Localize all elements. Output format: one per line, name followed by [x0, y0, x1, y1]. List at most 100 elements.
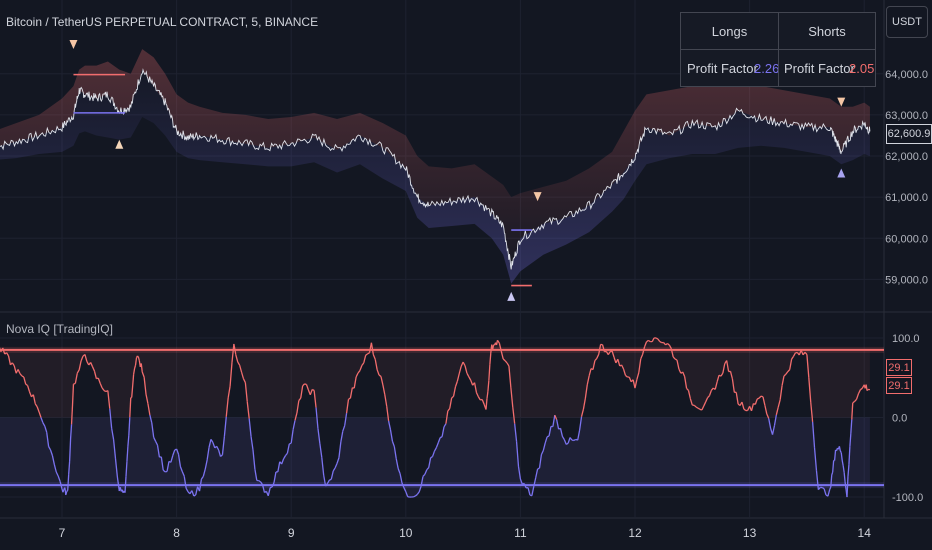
- osc-line-segment: [636, 372, 640, 380]
- osc-line-segment: [376, 369, 380, 376]
- osc-line-segment: [267, 487, 271, 496]
- osc-line-segment: [111, 428, 115, 440]
- osc-line-segment: [277, 461, 281, 473]
- osc-line-segment: [191, 490, 195, 497]
- osc-line-segment: [71, 384, 75, 406]
- osc-line-segment: [584, 384, 588, 399]
- osc-line-segment: [586, 375, 590, 386]
- osc-line-segment: [857, 389, 861, 394]
- osc-line-segment: [185, 488, 189, 493]
- osc-line-segment: [831, 471, 834, 476]
- osc-line-segment: [78, 360, 82, 370]
- osc-line-segment: [775, 407, 779, 416]
- osc-line-segment: [726, 360, 730, 372]
- osc-line-segment: [710, 387, 714, 391]
- osc-line-segment: [202, 468, 206, 477]
- osc-line-segment: [663, 342, 667, 346]
- osc-line-segment: [485, 398, 488, 410]
- osc-line-segment: [563, 439, 567, 445]
- osc-line-segment: [405, 491, 409, 497]
- osc-line-segment: [172, 449, 176, 456]
- osc-line-segment: [851, 402, 854, 420]
- osc-line-segment: [46, 432, 50, 447]
- osc-line-segment: [114, 458, 119, 478]
- osc-line-segment: [766, 413, 770, 419]
- osc-line-segment: [811, 421, 816, 448]
- osc-line-segment: [458, 366, 462, 374]
- osc-line-segment: [319, 443, 323, 458]
- osc-line-segment: [640, 354, 644, 360]
- osc-line-segment: [248, 418, 252, 437]
- osc-line-segment: [286, 443, 290, 454]
- osc-line-segment: [735, 392, 739, 405]
- osc-line-segment: [326, 479, 330, 484]
- osc-value-label-1: 29.1: [886, 359, 912, 376]
- osc-line-segment: [487, 380, 490, 392]
- osc-line-segment: [391, 441, 395, 447]
- osc-line-segment: [699, 408, 703, 411]
- table-divider: [778, 50, 779, 86]
- osc-line-segment: [23, 376, 27, 385]
- osc-line-segment: [359, 365, 363, 371]
- osc-line-segment: [838, 446, 841, 451]
- osc-line-segment: [424, 469, 428, 475]
- time-tick-label: 12: [628, 526, 642, 540]
- osc-line-segment: [504, 360, 508, 364]
- longs-pf-value: 2.26: [754, 60, 780, 76]
- osc-line-segment: [488, 364, 491, 381]
- osc-line-segment: [216, 445, 220, 451]
- time-tick-label: 13: [743, 526, 757, 540]
- osc-value-label-2: 29.1: [886, 377, 912, 394]
- osc-line-segment: [68, 460, 71, 475]
- osc-line-segment: [195, 486, 199, 496]
- osc-line-segment: [298, 397, 302, 401]
- osc-line-segment: [506, 362, 510, 367]
- osc-line-segment: [69, 424, 73, 439]
- osc-line-segment: [384, 394, 388, 407]
- shorts-pf-value: 2.05: [849, 60, 875, 76]
- currency-button[interactable]: USDT: [886, 6, 928, 38]
- osc-line-segment: [254, 469, 258, 481]
- osc-line-segment: [378, 374, 382, 377]
- osc-line-segment: [296, 400, 300, 414]
- osc-line-segment: [548, 426, 552, 437]
- osc-line-segment: [380, 376, 384, 386]
- osc-line-segment: [648, 339, 651, 343]
- time-tick-label: 8: [173, 526, 180, 540]
- osc-line-segment: [720, 372, 724, 377]
- osc-line-segment: [53, 464, 57, 473]
- osc-line-segment: [93, 371, 98, 379]
- osc-line-segment: [567, 437, 571, 444]
- osc-line-segment: [126, 446, 129, 462]
- upper-band-fill: [0, 49, 870, 268]
- osc-line-segment: [613, 356, 617, 364]
- osc-line-segment: [292, 420, 296, 430]
- indicator-title[interactable]: Nova IQ [TradingIQ]: [6, 322, 113, 336]
- osc-line-segment: [449, 397, 453, 409]
- osc-line-segment: [357, 370, 361, 374]
- osc-line-segment: [703, 401, 707, 407]
- osc-line-segment: [777, 399, 781, 408]
- osc-line-segment: [413, 495, 416, 498]
- osc-line-segment: [284, 452, 288, 457]
- osc-line-segment: [91, 366, 96, 372]
- short-signal-marker: [69, 40, 78, 49]
- osc-line-segment: [374, 359, 378, 370]
- osc-line-segment: [90, 362, 94, 368]
- osc-line-segment: [156, 445, 161, 458]
- osc-line-segment: [722, 363, 726, 374]
- osc-line-segment: [445, 410, 449, 424]
- osc-line-segment: [462, 361, 466, 367]
- osc-line-segment: [846, 476, 849, 498]
- osc-line-segment: [771, 425, 776, 435]
- osc-line-segment: [470, 380, 474, 386]
- osc-line-segment: [204, 459, 208, 470]
- symbol-title[interactable]: Bitcoin / TetherUS PERPETUAL CONTRACT, 5…: [6, 15, 319, 29]
- osc-line-segment: [659, 341, 663, 344]
- osc-line-segment: [866, 389, 869, 392]
- osc-line-segment: [489, 353, 492, 365]
- osc-line-segment: [843, 472, 846, 483]
- osc-line-segment: [38, 411, 42, 418]
- osc-line-segment: [112, 439, 117, 459]
